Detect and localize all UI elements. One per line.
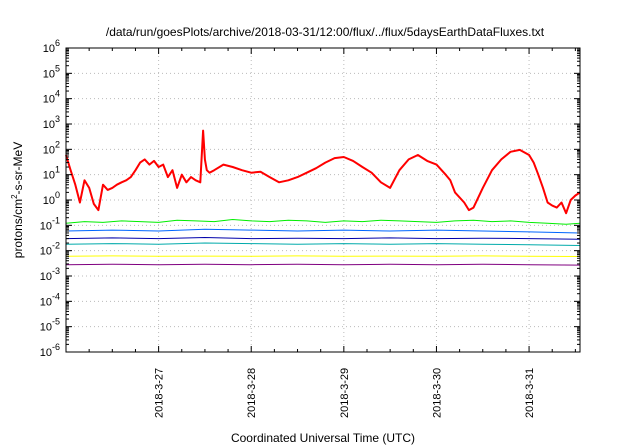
y-tick-label: 102 [43, 139, 60, 156]
y-tick-label: 100 [43, 190, 60, 207]
series-line [65, 228, 581, 234]
y-tick-label: 10-6 [40, 342, 60, 359]
y-tick-label: 101 [43, 165, 60, 182]
y-axis-label: protons/cm2-s-sr-MeV [10, 142, 25, 258]
y-tick-label: 105 [43, 63, 60, 80]
y-tick-label: 103 [43, 114, 60, 131]
y-tick-label: 10-3 [40, 266, 60, 283]
x-tick-label: 2018-3-27 [154, 368, 166, 418]
y-tick-label: 10-1 [40, 215, 60, 232]
series-line [65, 255, 581, 257]
series-line [65, 242, 581, 246]
chart-title: /data/run/goesPlots/archive/2018-03-31/1… [106, 25, 545, 39]
series-line [65, 219, 581, 225]
y-tick-label: 10-2 [40, 241, 60, 258]
x-tick-label: 2018-3-31 [524, 368, 536, 418]
y-tick-label: 106 [43, 38, 60, 55]
y-axis: 10-6 10-5 10-4 10-3 10-2 10-1 100 101 102 103 104 1… [40, 38, 580, 359]
series-line [65, 237, 581, 240]
y-tick-label: 10-5 [40, 317, 60, 334]
series-line [65, 263, 581, 266]
series-group [65, 129, 581, 266]
x-tick-label: 2018-3-29 [339, 368, 351, 418]
grid-lines [66, 48, 580, 352]
x-tick-label: 2018-3-30 [431, 368, 443, 418]
y-tick-label: 10-4 [40, 291, 60, 308]
x-axis: 2018-3-27 2018-3-28 2018-3-29 2018-3-30 2018… [88, 48, 576, 418]
series-line [65, 129, 581, 215]
x-tick-label: 2018-3-28 [246, 368, 258, 418]
y-tick-label: 104 [43, 89, 60, 106]
x-axis-label: Coordinated Universal Time (UTC) [231, 431, 415, 445]
